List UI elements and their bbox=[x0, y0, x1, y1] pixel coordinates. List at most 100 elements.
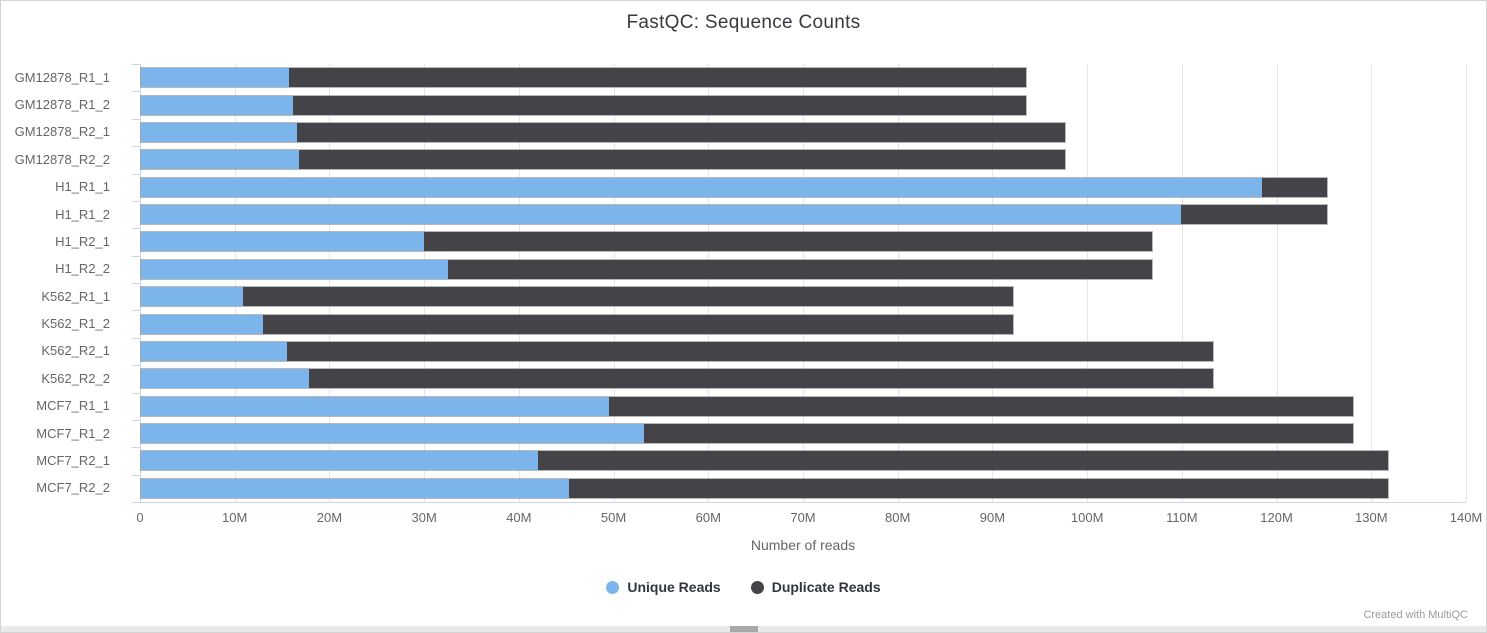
bar-segment-unique-reads[interactable] bbox=[141, 287, 244, 307]
bar-segment-duplicate-reads[interactable] bbox=[569, 478, 1389, 498]
legend-color-dot bbox=[606, 580, 620, 594]
y-category-label: GM12878_R1_1 bbox=[14, 69, 110, 85]
stacked-bar[interactable] bbox=[140, 286, 1015, 308]
x-tick-label: 20M bbox=[316, 510, 343, 525]
bar-segment-unique-reads[interactable] bbox=[141, 451, 539, 471]
x-tick-label: 140M bbox=[1449, 510, 1483, 525]
bar-segment-unique-reads[interactable] bbox=[141, 95, 294, 115]
bar-segment-unique-reads[interactable] bbox=[141, 341, 287, 361]
y-category-label: GM12878_R2_1 bbox=[14, 124, 110, 140]
bar-segment-duplicate-reads[interactable] bbox=[423, 232, 1153, 252]
bar-segment-unique-reads[interactable] bbox=[141, 259, 449, 279]
y-axis-tick bbox=[132, 337, 140, 339]
stacked-bar[interactable] bbox=[140, 94, 1028, 116]
bar-segment-duplicate-reads[interactable] bbox=[1262, 177, 1327, 197]
stacked-bar[interactable] bbox=[140, 258, 1154, 280]
stacked-bar[interactable] bbox=[140, 450, 1390, 472]
bar-segment-unique-reads[interactable] bbox=[141, 177, 1263, 197]
horizontal-scrollbar[interactable] bbox=[1, 626, 1486, 632]
stacked-bar[interactable] bbox=[140, 204, 1328, 226]
y-axis-tick bbox=[132, 91, 140, 93]
legend-color-dot bbox=[750, 580, 764, 594]
y-axis-tick bbox=[132, 365, 140, 367]
chart-title: FastQC: Sequence Counts bbox=[626, 12, 861, 33]
bar-segment-duplicate-reads[interactable] bbox=[1181, 205, 1327, 225]
bar-segment-duplicate-reads[interactable] bbox=[448, 259, 1153, 279]
stacked-bar[interactable] bbox=[140, 340, 1215, 362]
bar-segment-unique-reads[interactable] bbox=[141, 396, 610, 416]
stacked-bar[interactable] bbox=[140, 423, 1355, 445]
bar-row: K562_R1_1 bbox=[41, 286, 1466, 308]
gridline-90M bbox=[992, 64, 994, 502]
y-axis-tick bbox=[132, 255, 140, 257]
bar-segment-duplicate-reads[interactable] bbox=[609, 396, 1354, 416]
bar-segment-duplicate-reads[interactable] bbox=[289, 68, 1027, 88]
bar-segment-unique-reads[interactable] bbox=[141, 122, 297, 142]
bar-segment-unique-reads[interactable] bbox=[141, 232, 424, 252]
bar-segment-duplicate-reads[interactable] bbox=[286, 341, 1214, 361]
bar-segment-unique-reads[interactable] bbox=[141, 369, 310, 389]
y-axis-tick bbox=[132, 200, 140, 202]
bar-segment-duplicate-reads[interactable] bbox=[298, 150, 1066, 170]
stacked-bar[interactable] bbox=[140, 231, 1154, 253]
gridline-40M bbox=[518, 64, 520, 502]
bar-segment-duplicate-reads[interactable] bbox=[644, 424, 1354, 444]
x-tick-label: 110M bbox=[1166, 510, 1198, 525]
y-category-label: MCF7_R2_2 bbox=[36, 480, 110, 496]
stacked-bar[interactable] bbox=[140, 149, 1067, 171]
bar-segment-duplicate-reads[interactable] bbox=[309, 369, 1214, 389]
gridline-70M bbox=[803, 64, 804, 502]
stacked-bar[interactable] bbox=[140, 313, 1015, 335]
y-axis-tick bbox=[132, 502, 140, 503]
y-axis-tick bbox=[132, 310, 140, 312]
x-axis-title: Number of reads bbox=[750, 537, 856, 553]
y-category-label: H1_R1_2 bbox=[55, 206, 110, 222]
y-axis-tick bbox=[132, 447, 140, 449]
bar-segment-duplicate-reads[interactable] bbox=[262, 314, 1014, 334]
bar-segment-unique-reads[interactable] bbox=[141, 205, 1182, 225]
stacked-bar[interactable] bbox=[140, 395, 1355, 417]
stacked-bar[interactable] bbox=[140, 176, 1328, 198]
bar-segment-unique-reads[interactable] bbox=[141, 424, 645, 444]
stacked-bar[interactable] bbox=[140, 67, 1028, 89]
y-axis-tick bbox=[132, 392, 140, 394]
bar-row: GM12878_R2_2 bbox=[15, 149, 1466, 171]
y-category-label: MCF7_R1_2 bbox=[36, 425, 110, 441]
bar-segment-unique-reads[interactable] bbox=[141, 68, 290, 88]
gridline-20M bbox=[329, 64, 331, 502]
legend-item-unique-reads[interactable]: Unique Reads bbox=[606, 579, 721, 595]
gridline-30M bbox=[424, 64, 426, 502]
legend-label: Duplicate Reads bbox=[771, 579, 881, 595]
y-axis-tick bbox=[132, 419, 140, 421]
x-tick-label: 30M bbox=[411, 510, 437, 525]
y-axis-tick bbox=[132, 173, 140, 175]
stacked-bar[interactable] bbox=[140, 477, 1390, 499]
bar-row: MCF7_R1_2 bbox=[36, 423, 1466, 445]
y-category-label: H1_R1_1 bbox=[55, 179, 110, 195]
bar-row: H1_R2_1 bbox=[55, 231, 1466, 253]
y-category-label: GM12878_R2_2 bbox=[14, 151, 110, 167]
y-category-label: GM12878_R1_2 bbox=[14, 97, 110, 113]
y-axis-tick bbox=[132, 228, 140, 230]
legend-label: Unique Reads bbox=[627, 579, 721, 595]
y-axis-tick bbox=[132, 64, 140, 65]
bar-segment-duplicate-reads[interactable] bbox=[538, 451, 1389, 471]
gridline-130M bbox=[1371, 64, 1373, 502]
y-axis-tick bbox=[132, 474, 140, 476]
bar-segment-duplicate-reads[interactable] bbox=[293, 95, 1027, 115]
scrollbar-thumb[interactable] bbox=[730, 626, 758, 632]
x-tick-label: 60M bbox=[695, 510, 721, 525]
legend-item-duplicate-reads[interactable]: Duplicate Reads bbox=[750, 579, 881, 595]
bar-segment-duplicate-reads[interactable] bbox=[243, 287, 1014, 307]
bar-segment-duplicate-reads[interactable] bbox=[296, 122, 1066, 142]
bar-segment-unique-reads[interactable] bbox=[141, 150, 299, 170]
gridline-120M bbox=[1276, 64, 1278, 502]
bar-segment-unique-reads[interactable] bbox=[141, 314, 263, 334]
bar-row: H1_R1_1 bbox=[55, 176, 1466, 198]
stacked-bar[interactable] bbox=[140, 368, 1215, 390]
stacked-bar[interactable] bbox=[140, 121, 1067, 143]
x-tick-label: 120M bbox=[1260, 510, 1293, 525]
x-tick-label: 0 bbox=[136, 510, 144, 525]
bar-segment-unique-reads[interactable] bbox=[141, 478, 570, 498]
y-category-label: MCF7_R1_1 bbox=[36, 398, 110, 414]
